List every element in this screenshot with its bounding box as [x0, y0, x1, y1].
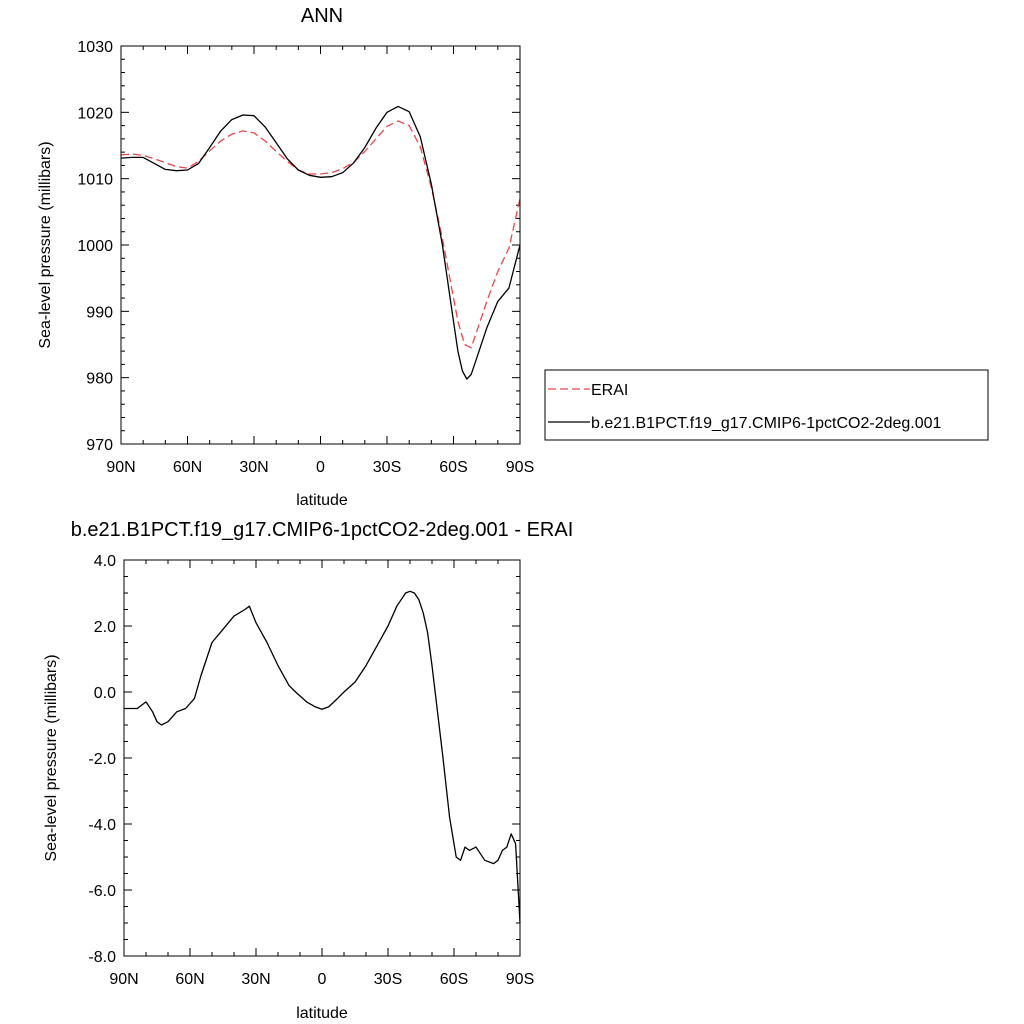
y-tick-label: -4.0: [88, 817, 116, 834]
chart-2-x-axis-label: latitude: [296, 1005, 348, 1022]
x-tick-label: 30N: [239, 459, 268, 476]
chart-1-title: ANN: [301, 5, 343, 27]
x-tick-label: 90S: [506, 459, 534, 476]
y-tick-label: 1000: [77, 238, 113, 255]
chart-2-ticks: [123, 559, 521, 957]
x-tick-label: 60S: [439, 459, 467, 476]
x-tick-label: 60N: [175, 971, 204, 988]
y-tick-label: 4.0: [94, 553, 116, 570]
x-tick-label: 60S: [440, 971, 468, 988]
x-tick-label: 30S: [374, 971, 402, 988]
x-tick-label: 30N: [241, 971, 270, 988]
x-tick-label: 0: [318, 971, 327, 988]
series-line-1-1: [120, 105, 521, 380]
chart-1-lines: [120, 105, 521, 380]
chart-1-y-axis-label: Sea-level pressure (millibars): [37, 141, 54, 348]
chart-2-y-tick-labels: -8.0 -6.0 -4.0 -2.0 0.0 2.0 4.0: [88, 553, 116, 966]
chart-2-lines: [124, 590, 521, 924]
chart-1: ANN 90N 60N 30N 0 30S 60S 90S 970 980 990 1000 101…: [37, 5, 989, 509]
chart-2-x-tick-labels: 90N 60N 30N 0 30S 60S 90S: [109, 971, 534, 988]
y-tick-label: 0.0: [94, 685, 116, 702]
y-tick-label: -8.0: [88, 949, 116, 966]
series-line-1-0: [120, 120, 521, 349]
legend-label-erai: ERAI: [591, 382, 628, 399]
y-tick-label: 1030: [77, 39, 113, 56]
x-tick-label: 0: [316, 459, 325, 476]
y-tick-label: 980: [86, 371, 113, 388]
chart-2-y-axis-label: Sea-level pressure (millibars): [43, 654, 60, 861]
series-line-2-0: [124, 590, 521, 924]
chart-1-y-tick-labels: 970 980 990 1000 1010 1020 1030: [77, 39, 113, 454]
legend-label-model: b.e21.B1PCT.f19_g17.CMIP6-1pctCO2-2deg.0…: [591, 415, 942, 432]
chart-1-x-axis-label: latitude: [296, 492, 348, 509]
chart-2: b.e21.B1PCT.f19_g17.CMIP6-1pctCO2-2deg.0…: [43, 519, 573, 1022]
chart-2-title: b.e21.B1PCT.f19_g17.CMIP6-1pctCO2-2deg.0…: [71, 519, 574, 541]
chart-1-plot-frame: [120, 45, 521, 445]
y-tick-label: 990: [86, 304, 113, 321]
chart-1-ticks: [120, 45, 521, 445]
y-tick-label: -6.0: [88, 883, 116, 900]
y-tick-label: 1020: [77, 105, 113, 122]
x-tick-label: 30S: [373, 459, 401, 476]
x-tick-label: 90S: [506, 971, 534, 988]
y-tick-label: 1010: [77, 172, 113, 189]
chart-1-x-tick-labels: 90N 60N 30N 0 30S 60S 90S: [106, 459, 534, 476]
x-tick-label: 90N: [106, 459, 135, 476]
x-tick-label: 90N: [109, 971, 138, 988]
chart-2-plot-frame: [123, 559, 521, 957]
chart-1-legend: ERAI b.e21.B1PCT.f19_g17.CMIP6-1pctCO2-2…: [544, 369, 989, 441]
x-tick-label: 60N: [173, 459, 202, 476]
y-tick-label: 970: [86, 437, 113, 454]
y-tick-label: 2.0: [94, 619, 116, 636]
y-tick-label: -2.0: [88, 751, 116, 768]
legend-box: [544, 369, 989, 441]
